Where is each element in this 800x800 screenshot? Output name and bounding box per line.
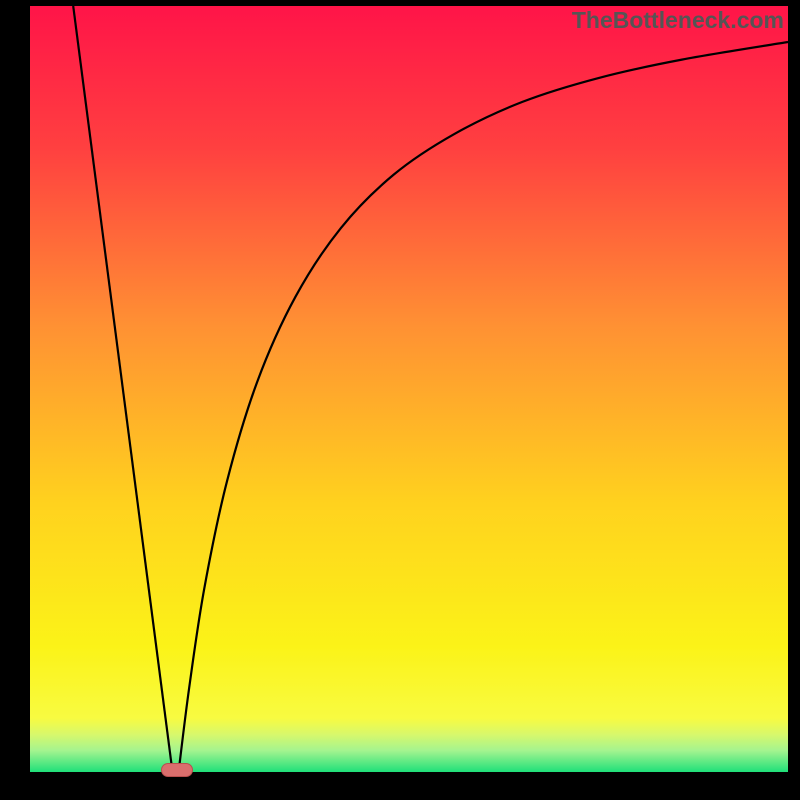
watermark-text: TheBottleneck.com [572,7,784,34]
sweet-spot-marker [161,763,193,777]
chart-frame: TheBottleneck.com [0,0,800,800]
plot-area: TheBottleneck.com [30,6,788,772]
bottleneck-curve [30,6,788,772]
